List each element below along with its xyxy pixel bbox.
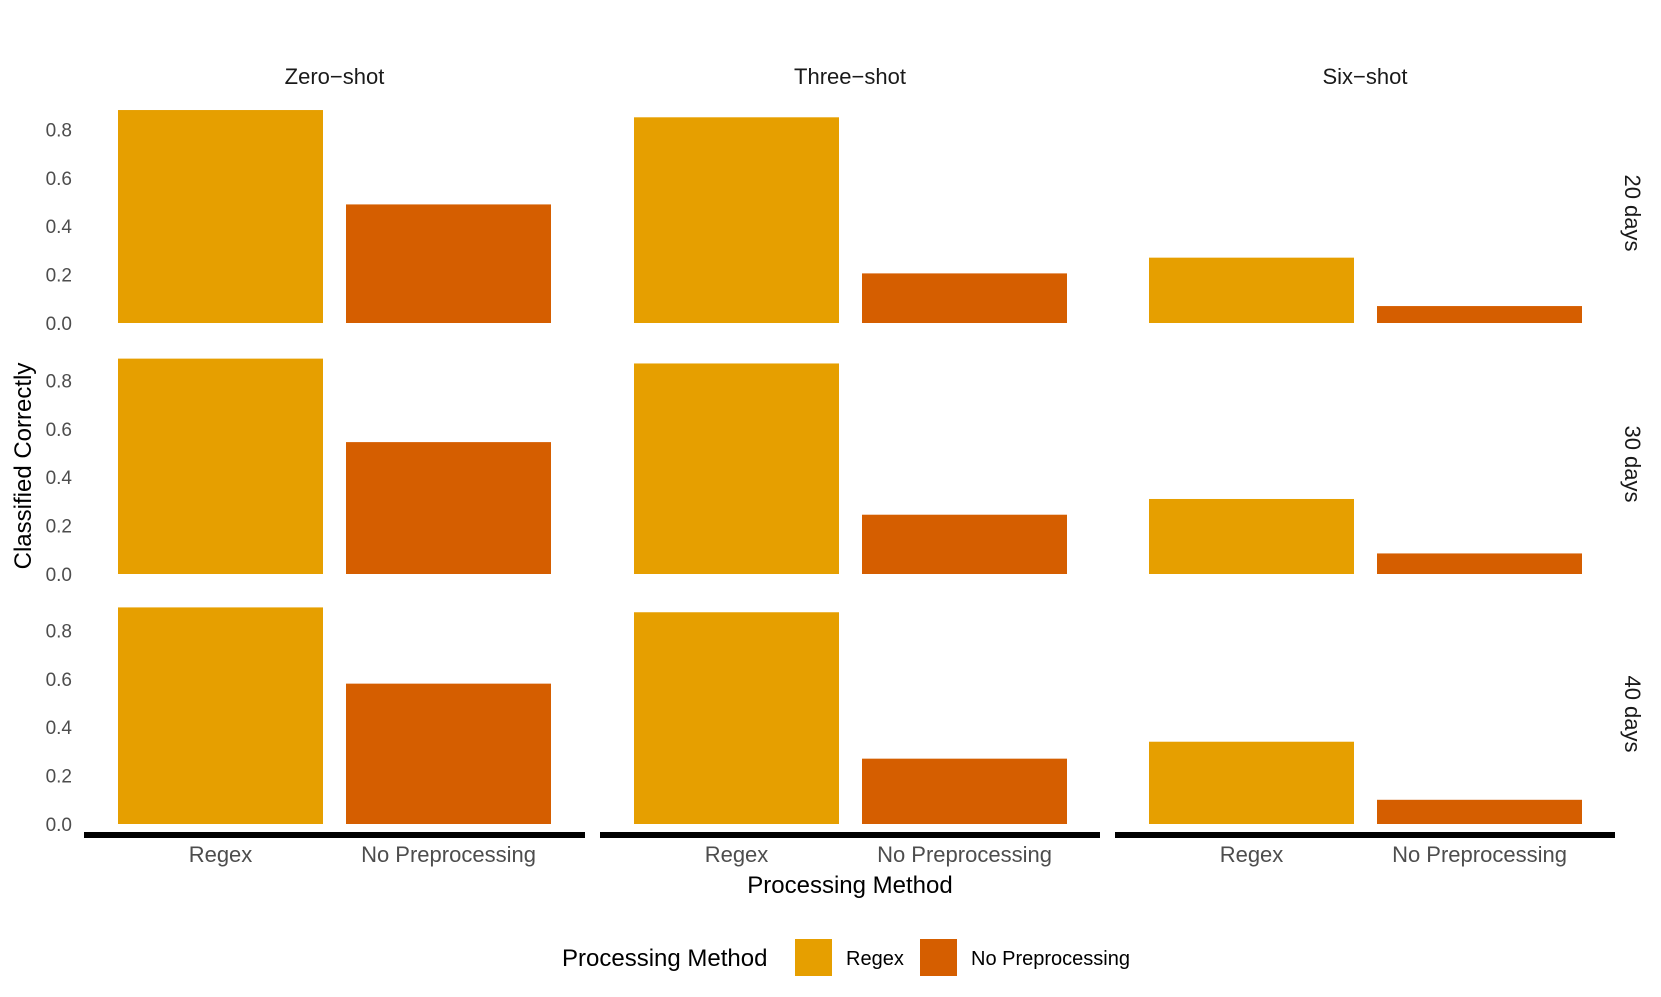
x-tick-label: No Preprocessing (877, 842, 1052, 867)
bar-six-shot-40-days-no-preprocessing (1377, 799, 1582, 824)
y-tick-label: 0.4 (46, 468, 73, 489)
bar-six-shot-30-days-regex (1149, 498, 1354, 574)
y-tick-label: 0.6 (46, 169, 72, 190)
bar-zero-shot-40-days-no-preprocessing (346, 683, 551, 824)
y-tick-label: 0.8 (46, 120, 72, 141)
legend-swatch-regex (795, 939, 832, 976)
bar-six-shot-40-days-regex (1149, 741, 1354, 824)
bar-zero-shot-20-days-regex (118, 110, 323, 323)
facet-col-label-zero-shot: Zero−shot (285, 64, 385, 89)
facet-row-label-30-days: 30 days (1620, 425, 1645, 502)
legend-title: Processing Method (562, 945, 767, 972)
x-tick-label: Regex (705, 842, 769, 867)
x-tick-label: Regex (189, 842, 253, 867)
bars (118, 110, 1582, 824)
bar-three-shot-20-days-regex (634, 117, 839, 323)
bar-three-shot-20-days-no-preprocessing (862, 273, 1067, 323)
bar-six-shot-30-days-no-preprocessing (1377, 553, 1582, 574)
legend-swatch-no-preprocessing (920, 939, 957, 976)
bar-three-shot-30-days-no-preprocessing (862, 514, 1067, 574)
facet-col-label-six-shot: Six−shot (1323, 64, 1408, 89)
x-tick-label: No Preprocessing (1392, 842, 1567, 867)
x-tick-label: No Preprocessing (361, 842, 536, 867)
legend-label-no-preprocessing: No Preprocessing (971, 948, 1130, 970)
y-tick-label: 0.2 (46, 767, 72, 788)
y-tick-label: 0.8 (46, 621, 72, 642)
bar-zero-shot-20-days-no-preprocessing (346, 204, 551, 323)
y-tick-label: 0.2 (46, 517, 72, 538)
bar-three-shot-40-days-regex (634, 612, 839, 824)
y-tick-label: 0.0 (46, 815, 72, 836)
facet-column-strips: Zero−shot Three−shot Six−shot (285, 64, 1408, 89)
y-tick-label: 0.2 (46, 266, 72, 287)
bar-zero-shot-40-days-regex (118, 607, 323, 824)
facet-row-label-20-days: 20 days (1620, 174, 1645, 251)
facet-col-label-three-shot: Three−shot (794, 64, 906, 89)
bar-zero-shot-30-days-regex (118, 358, 323, 574)
bar-six-shot-20-days-regex (1149, 257, 1354, 323)
bar-three-shot-40-days-no-preprocessing (862, 758, 1067, 824)
y-tick-label: 0.4 (46, 718, 73, 739)
bar-zero-shot-30-days-no-preprocessing (346, 442, 551, 574)
legend-label-regex: Regex (846, 948, 904, 970)
y-tick-label: 0.6 (46, 420, 72, 441)
bar-six-shot-20-days-no-preprocessing (1377, 306, 1582, 323)
y-tick-label: 0.6 (46, 670, 72, 691)
bar-three-shot-30-days-regex (634, 363, 839, 574)
facet-row-label-40-days: 40 days (1620, 675, 1645, 752)
x-tick-label: Regex (1220, 842, 1284, 867)
y-axis-title: Classified Correctly (10, 363, 37, 570)
y-tick-label: 0.0 (46, 314, 72, 335)
legend: Processing Method Regex No Preprocessing (562, 939, 1130, 976)
y-tick-label: 0.8 (46, 371, 72, 392)
x-axis-title: Processing Method (747, 872, 952, 899)
y-tick-label: 0.0 (46, 565, 72, 586)
y-axis-ticks: 0.0 0.2 0.4 0.6 0.8 0.0 0.2 0.4 0.6 0.8 0.0 0.2 0.4 0… (46, 120, 73, 836)
x-axis-ticks: Regex No Preprocessing Regex No Preprocessi… (189, 842, 1567, 867)
y-tick-label: 0.4 (46, 217, 73, 238)
facet-row-strips: 20 days 30 days 40 days (1620, 174, 1645, 752)
